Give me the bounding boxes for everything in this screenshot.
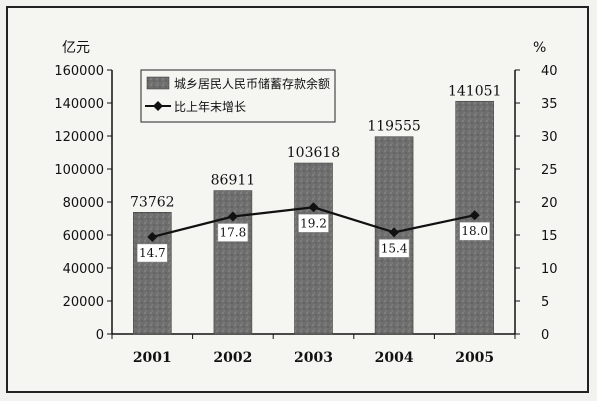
bar-2004 — [374, 136, 414, 335]
bar-2003 — [294, 162, 333, 335]
legend-box — [140, 69, 336, 123]
growth-value-label: 14.7 — [139, 246, 166, 260]
legend-label-bar: 城乡居民人民币储蓄存款余额 — [174, 76, 330, 91]
growth-value-label: 19.2 — [300, 216, 327, 230]
growth-value-label: 15.4 — [381, 241, 408, 255]
x-axis-category-label: 2005 — [455, 350, 494, 366]
left-axis-tick-label: 160000 — [54, 64, 104, 79]
right-axis-tick-label: 5 — [541, 295, 549, 310]
growth-value-label: 18.0 — [461, 224, 488, 238]
left-axis-tick-label: 40000 — [63, 262, 104, 277]
growth-label-box — [137, 243, 168, 263]
bar-value-label: 141051 — [448, 83, 501, 99]
right-axis-unit: % — [533, 40, 546, 56]
left-axis-tick-label: 140000 — [54, 97, 104, 112]
growth-label-box — [298, 214, 329, 233]
bar-2001 — [133, 211, 172, 335]
right-axis-tick-label: 0 — [541, 328, 549, 343]
left-axis-tick-label: 0 — [96, 328, 104, 343]
right-axis-tick-label: 10 — [541, 262, 558, 277]
bar-value-label: 86911 — [211, 173, 256, 189]
x-axis-category-label: 2003 — [294, 350, 333, 366]
x-axis-category-label: 2002 — [213, 350, 252, 366]
left-axis-tick-label: 120000 — [54, 130, 104, 145]
x-axis-category-label: 2004 — [375, 350, 414, 366]
legend-diamond-marker — [153, 101, 163, 111]
left-axis-tick-label: 60000 — [63, 229, 104, 244]
growth-point-2004 — [389, 227, 400, 238]
growth-point-2003 — [308, 202, 319, 213]
legend: 城乡居民人民币储蓄存款余额 比上年末增长 — [140, 69, 336, 123]
growth-label-box — [459, 221, 490, 241]
left-axis-tick-label: 80000 — [63, 196, 104, 211]
growth-value-label: 17.8 — [220, 226, 247, 240]
growth-label-box — [378, 239, 410, 258]
left-axis-unit: 亿元 — [62, 40, 90, 56]
left-axis-tick-label: 20000 — [63, 295, 104, 310]
bar-value-label: 103618 — [287, 145, 340, 161]
growth-point-2002 — [227, 211, 238, 222]
right-axis-tick-label: 25 — [541, 163, 558, 178]
bar-value-label: 73762 — [130, 194, 175, 210]
right-axis-tick-label: 40 — [541, 64, 558, 79]
bar-value-label: 119555 — [367, 119, 420, 135]
growth-point-2005 — [469, 210, 480, 221]
legend-label-line: 比上年末增长 — [174, 100, 246, 114]
legend-bar-swatch — [146, 76, 170, 90]
left-axis-tick-label: 100000 — [54, 163, 104, 178]
right-axis-tick-label: 35 — [541, 97, 558, 112]
x-axis-category-label: 2001 — [133, 350, 172, 366]
right-axis-tick-label: 15 — [541, 229, 558, 244]
growth-label-box — [217, 223, 249, 242]
right-axis-tick-label: 30 — [541, 130, 558, 145]
growth-point-2001 — [147, 231, 158, 242]
right-axis-tick-label: 20 — [541, 196, 558, 211]
